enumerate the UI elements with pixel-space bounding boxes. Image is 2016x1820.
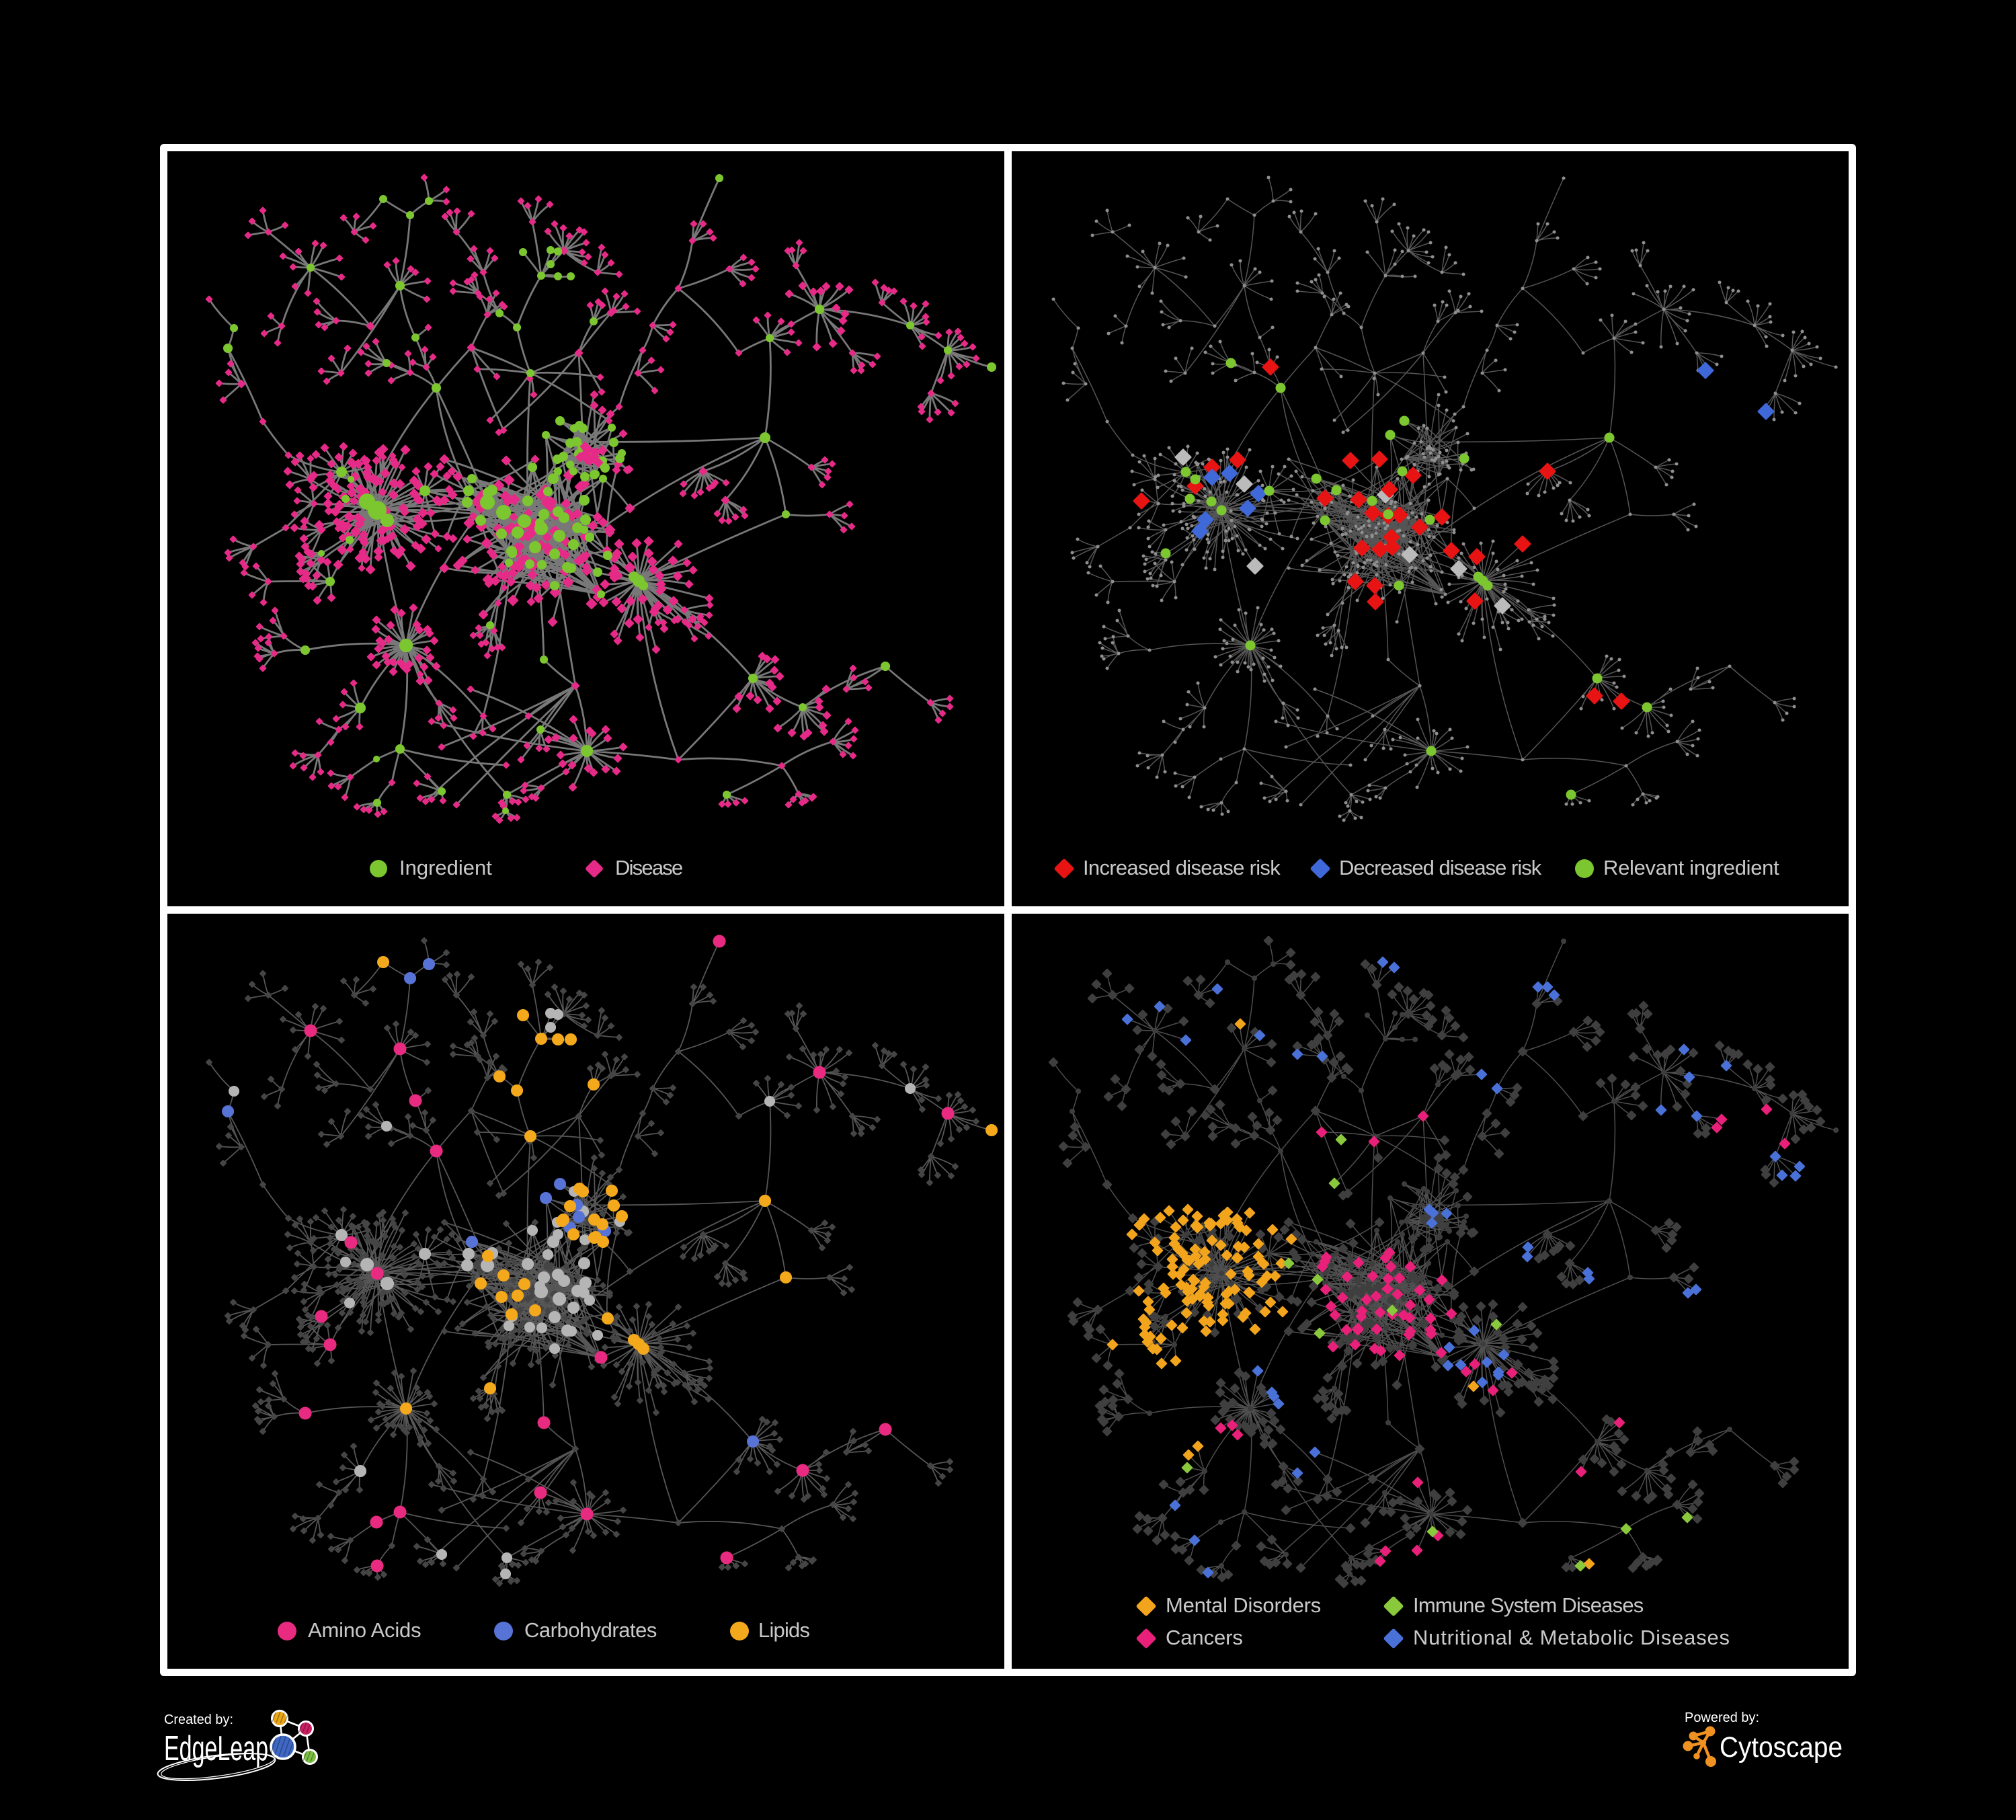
svg-text:EdgeLeap: EdgeLeap <box>164 1729 268 1768</box>
svg-text:Cytoscape: Cytoscape <box>1720 1731 1843 1764</box>
svg-text:Created by:: Created by: <box>164 1712 233 1727</box>
svg-text:Powered by:: Powered by: <box>1685 1710 1759 1725</box>
